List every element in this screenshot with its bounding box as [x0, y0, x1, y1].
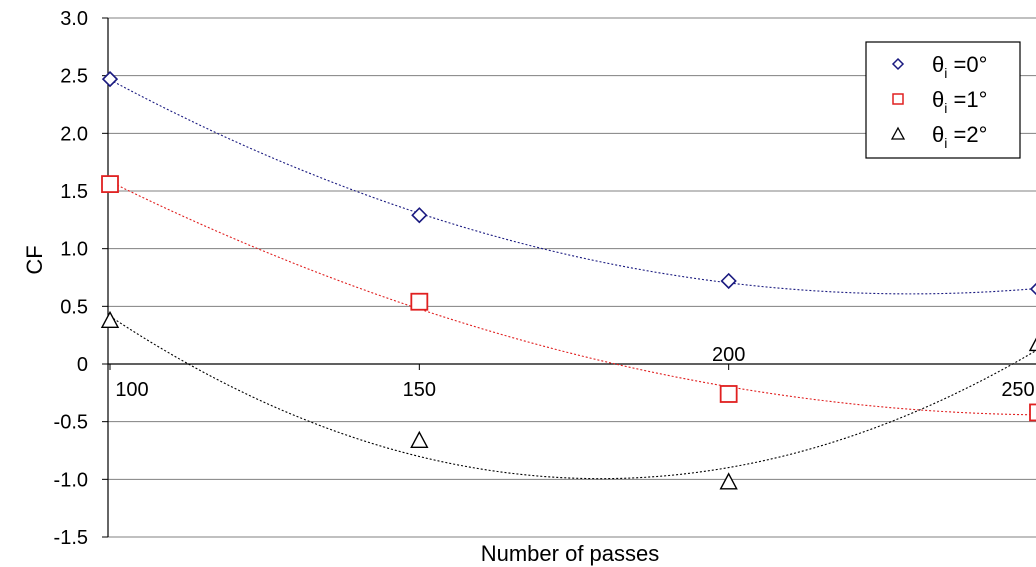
data-point	[1028, 337, 1036, 352]
y-tick-label: 3.0	[60, 8, 88, 30]
legend-label: θi =1°	[932, 87, 987, 116]
data-point	[410, 430, 429, 448]
trendline-0	[109, 79, 1036, 295]
legend-label: θi =0°	[932, 52, 987, 81]
legend-label: θi =2°	[932, 122, 987, 151]
data-point	[411, 207, 428, 224]
data-point	[719, 385, 738, 403]
data-markers	[100, 70, 1036, 490]
legend-marker	[892, 93, 904, 105]
legend-marker	[891, 57, 905, 71]
x-tick-label: 150	[403, 379, 436, 401]
y-axis-title: CF	[22, 245, 47, 274]
legend-marker	[890, 126, 906, 140]
data-point	[720, 272, 737, 290]
trendlines	[109, 79, 1036, 480]
trendline-1	[109, 181, 1036, 416]
data-point	[410, 292, 429, 311]
legend: θi =0° θi =1° θi =2°	[865, 41, 1021, 159]
y-tick-label: -0.5	[54, 412, 88, 434]
data-point	[101, 70, 119, 88]
data-point	[1029, 282, 1036, 296]
trendline-2	[109, 315, 1036, 480]
y-tick-label: 1.5	[60, 181, 88, 203]
y-tick-label: -1.0	[54, 469, 88, 491]
data-point	[1029, 403, 1036, 422]
data-point	[100, 310, 120, 329]
x-tick-label: 250	[1001, 379, 1034, 401]
x-axis-title: Number of passes	[481, 541, 660, 566]
axes	[107, 18, 1036, 537]
y-tick-label: 1.0	[60, 239, 88, 261]
x-tick-labels: 100 150 200 250	[115, 344, 1034, 401]
y-tick-label: 2.5	[60, 66, 88, 88]
y-tick-label: 2.0	[60, 123, 88, 145]
data-point	[719, 472, 738, 490]
y-tick-label: 0.5	[60, 296, 88, 318]
x-tick-label: 200	[712, 344, 745, 366]
y-tick-label: -1.5	[54, 527, 88, 549]
x-tick-label: 100	[115, 379, 148, 401]
y-tick-labels: 3.0 2.5 2.0 1.5 1.0 0.5 0 -0.5 -1.0 -1.5	[54, 8, 88, 549]
y-tick-label: 0	[77, 354, 88, 376]
data-point	[101, 175, 119, 193]
